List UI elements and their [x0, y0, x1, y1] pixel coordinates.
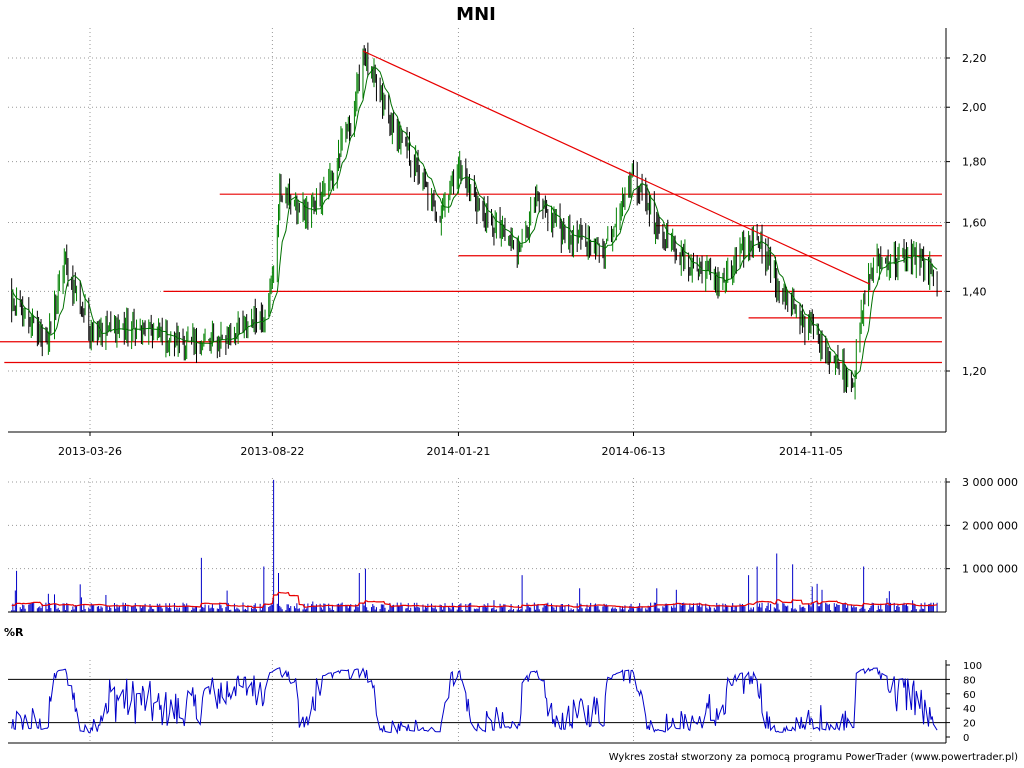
price-axes: 1,20 1,40 1,60 1,80 2,00 2,20 2013-03-26 2013-0…: [8, 28, 987, 458]
williams-y-tick-label: 60: [963, 690, 976, 701]
volume-gridlines: [8, 478, 946, 612]
price-candles: [11, 42, 938, 400]
support-resistance-lines: [0, 193, 942, 364]
williams-panel: 0 20 40 60 80 100: [8, 660, 982, 744]
williams-y-tick-label: 0: [963, 733, 969, 744]
volume-axes: 1 000 000 2 000 000 3 000 000: [8, 476, 1018, 613]
price-moving-average: [11, 66, 938, 378]
volume-average-line: [11, 591, 938, 609]
volume-average-line: [11, 591, 938, 609]
price-y-tick-label: 1,40: [962, 285, 987, 298]
williams-panel-label: %R: [4, 626, 24, 639]
williams-axes: 0 20 40 60 80 100: [8, 660, 982, 744]
williams-y-tick-label: 80: [963, 675, 976, 686]
williams-y-tick-label: 40: [963, 704, 976, 715]
price-y-tick-label: 1,80: [962, 156, 987, 169]
williams-line: [11, 667, 938, 735]
descending-trend-line: [362, 50, 871, 285]
volume-y-tick-label: 2 000 000: [962, 519, 1018, 532]
williams-y-tick-label: 100: [963, 661, 982, 672]
price-x-tick-label: 2013-08-22: [240, 445, 304, 458]
williams-y-tick-label: 20: [963, 719, 976, 730]
price-x-tick-label: 2014-06-13: [602, 445, 666, 458]
price-y-tick-label: 1,20: [962, 365, 987, 378]
footer-credit: Wykres został stworzony za pomocą progra…: [609, 752, 1018, 763]
price-x-tick-label: 2014-01-21: [426, 445, 490, 458]
volume-y-tick-label: 3 000 000: [962, 476, 1018, 489]
volume-panel: 1 000 000 2 000 000 3 000 000: [8, 476, 1018, 613]
moving-average-line: [11, 66, 938, 378]
price-x-tick-label: 2013-03-26: [58, 445, 122, 458]
williams-r-line: [11, 667, 938, 735]
price-y-tick-label: 1,60: [962, 216, 987, 229]
price-y-tick-label: 2,20: [962, 52, 987, 65]
chart-title: MNI: [456, 4, 496, 25]
price-x-tick-label: 2014-11-05: [779, 445, 843, 458]
price-panel: 1,20 1,40 1,60 1,80 2,00 2,20 2013-03-26 2013-0…: [0, 28, 987, 458]
volume-y-tick-label: 1 000 000: [962, 563, 1018, 576]
price-y-tick-label: 2,00: [962, 101, 987, 114]
price-trend-line: [362, 50, 871, 285]
williams-gridlines: [8, 660, 946, 743]
